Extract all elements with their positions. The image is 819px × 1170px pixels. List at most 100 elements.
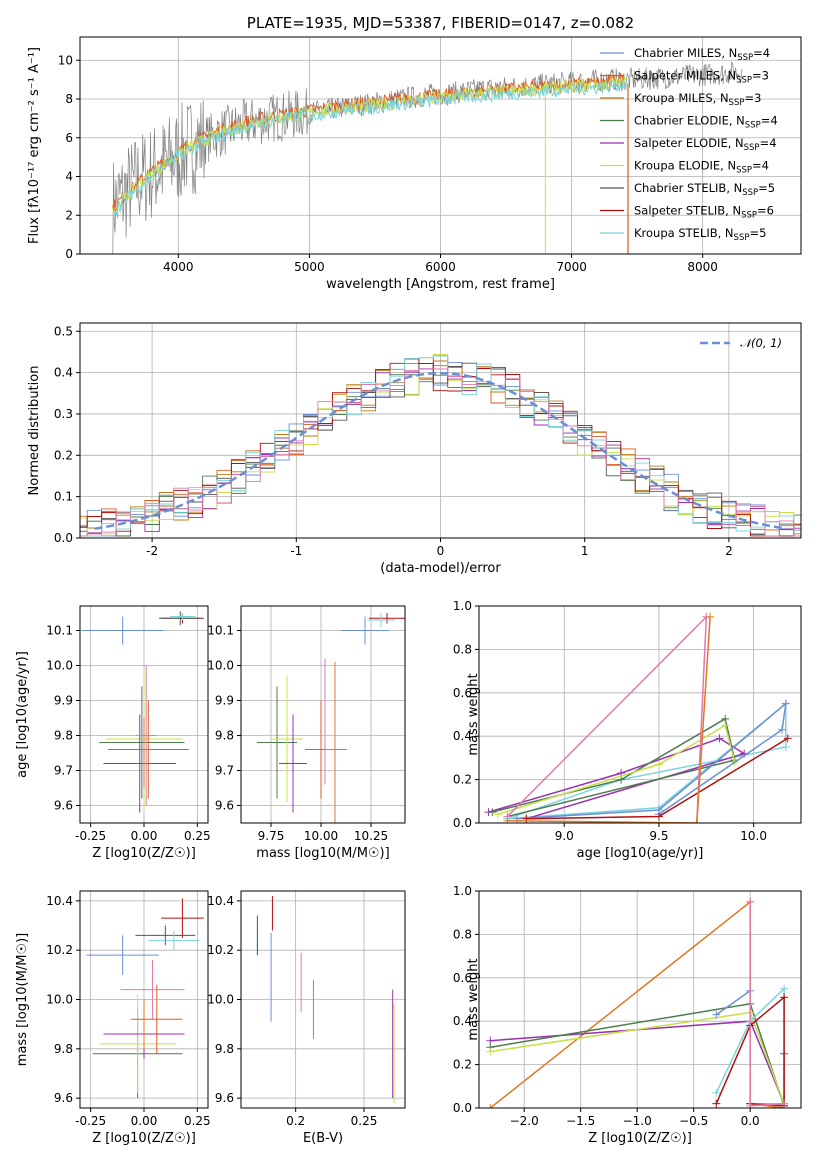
mass-weight-line <box>507 616 711 823</box>
x-tick-label: -1 <box>290 544 302 558</box>
y-axis-label: Flux [fλ10⁻¹⁷ erg cm⁻² s⁻¹ A⁻¹] <box>27 47 42 244</box>
x-tick-label: 9.75 <box>258 829 285 843</box>
y-tick-label: 10.2 <box>46 943 73 957</box>
legend-subscript: SSP <box>736 76 752 86</box>
y-tick-label: 1.0 <box>453 599 472 613</box>
y-tick-label: 0.3 <box>54 407 73 421</box>
model-spectrum <box>112 78 628 219</box>
x-tick-label: 2 <box>725 544 733 558</box>
legend-label: 𝒩(0, 1) <box>740 336 782 350</box>
legend-value: =4 <box>760 136 777 150</box>
x-tick-label: −1.0 <box>623 1114 652 1128</box>
y-tick-label: 10.0 <box>46 993 73 1007</box>
axes-frame <box>79 36 802 255</box>
y-tick-label: 10 <box>58 53 73 67</box>
data-spectrum <box>112 61 743 254</box>
x-tick-label: 0.2 <box>286 1114 305 1128</box>
legend-subscript: SSP <box>734 233 750 243</box>
x-tick-label: 10.00 <box>304 829 338 843</box>
y-tick-label: 0.5 <box>54 324 73 338</box>
legend-subscript: SSP <box>742 188 758 198</box>
legend: 𝒩(0, 1) <box>700 336 782 350</box>
axes-frame <box>79 605 209 824</box>
y-tick-label: 10.0 <box>46 659 73 673</box>
legend-label: Salpeter ELODIE, NSSP=4 <box>634 136 777 153</box>
y-tick-label: 0.1 <box>54 490 73 504</box>
x-tick-label: 1 <box>581 544 589 558</box>
axes-frame <box>240 605 406 824</box>
y-axis-label: age [log10(age/yr)] <box>15 651 30 778</box>
legend-value: =3 <box>744 91 761 105</box>
histogram-step <box>80 355 801 537</box>
legend-label: Salpeter STELIB, NSSP=6 <box>634 204 774 221</box>
x-tick-label: 5000 <box>294 260 325 274</box>
y-tick-label: 0.4 <box>453 729 472 743</box>
y-tick-label: 0.4 <box>453 1014 472 1028</box>
y-tick-label: 1.0 <box>453 884 472 898</box>
y-tick-label: 10.0 <box>207 993 234 1007</box>
y-tick-label: 0.2 <box>453 1058 472 1072</box>
y-tick-label: 9.8 <box>215 1042 234 1056</box>
legend-label: Kroupa MILES, NSSP=3 <box>634 91 761 108</box>
x-tick-label: 0.00 <box>131 1114 158 1128</box>
x-tick-label: 0.25 <box>184 829 211 843</box>
legend-label: Kroupa STELIB, NSSP=5 <box>634 226 766 243</box>
x-tick-label: 0.0 <box>741 1114 760 1128</box>
y-tick-label: 10.1 <box>207 624 234 638</box>
y-tick-label: 0.6 <box>453 971 472 985</box>
y-axis-label: mass weight <box>466 673 481 755</box>
y-tick-label: 0.0 <box>453 816 472 830</box>
legend-subscript: SSP <box>745 121 761 131</box>
x-tick-label: -0.25 <box>75 1114 106 1128</box>
x-tick-label: 6000 <box>425 260 456 274</box>
legend-subscript: SSP <box>736 166 752 176</box>
legend-label: Chabrier ELODIE, NSSP=4 <box>634 114 778 131</box>
y-tick-label: 9.6 <box>215 1091 234 1105</box>
x-tick-label: −1.5 <box>566 1114 595 1128</box>
axes-6: 0.2 0.25 9.6 9.8 10.0 10.2 10.4 E(B-V) <box>207 890 406 1146</box>
y-tick-label: 0.2 <box>54 448 73 462</box>
legend-value: =5 <box>758 181 775 195</box>
x-axis-label: wavelength [Angstrom, rest frame] <box>326 277 555 292</box>
y-tick-label: 6 <box>65 131 73 145</box>
axes-frame <box>79 890 209 1109</box>
y-axis-label: mass weight <box>466 958 481 1040</box>
x-tick-label: 10.25 <box>354 829 388 843</box>
x-tick-label: 0.25 <box>184 1114 211 1128</box>
y-tick-label: 0.0 <box>54 531 73 545</box>
x-axis-label: Z [log10(Z/Z☉)] <box>92 846 196 861</box>
legend-subscript: SSP <box>741 211 757 221</box>
axes-3: 9.75 10.00 10.25 9.6 9.7 9.8 9.9 10.0 10.1 mass [… <box>207 605 406 861</box>
y-tick-label: 10.4 <box>207 894 234 908</box>
y-axis-label: mass [log10(M/M☉)] <box>15 933 30 1066</box>
x-tick-label: 9.5 <box>649 829 668 843</box>
x-axis-label: E(B-V) <box>303 1131 343 1146</box>
y-tick-label: 10.4 <box>46 894 73 908</box>
legend-label: Salpeter MILES, NSSP=3 <box>634 69 769 86</box>
x-tick-label: -0.25 <box>75 829 106 843</box>
legend-subscript: SSP <box>737 53 753 63</box>
axes-frame <box>478 890 802 1109</box>
x-axis-label: Z [log10(Z/Z☉)] <box>588 1131 692 1146</box>
y-tick-label: 10.1 <box>46 624 73 638</box>
y-tick-label: 0.8 <box>453 927 472 941</box>
x-axis-label: Z [log10(Z/Z☉)] <box>92 1131 196 1146</box>
x-tick-label: 8000 <box>687 260 718 274</box>
legend-value: =4 <box>753 46 770 60</box>
y-tick-label: 2 <box>65 208 73 222</box>
y-tick-label: 10.0 <box>207 659 234 673</box>
x-tick-label: 0 <box>437 544 445 558</box>
plot-area <box>112 61 743 254</box>
x-axis-label: (data-model)/error <box>380 561 501 576</box>
axes-frame <box>478 605 802 824</box>
axes-frame <box>240 890 406 1109</box>
mass-weight-line <box>507 702 787 820</box>
mass-weight-line <box>497 724 736 816</box>
legend-value: =4 <box>761 114 778 128</box>
mass-weight-z-line <box>715 990 751 1016</box>
x-axis-label: mass [log10(M/M☉)] <box>256 846 389 861</box>
x-axis-label: age [log10(age/yr)] <box>577 846 704 861</box>
y-tick-label: 0.6 <box>453 686 472 700</box>
legend-value: =6 <box>757 204 774 218</box>
y-tick-label: 0.2 <box>453 773 472 787</box>
